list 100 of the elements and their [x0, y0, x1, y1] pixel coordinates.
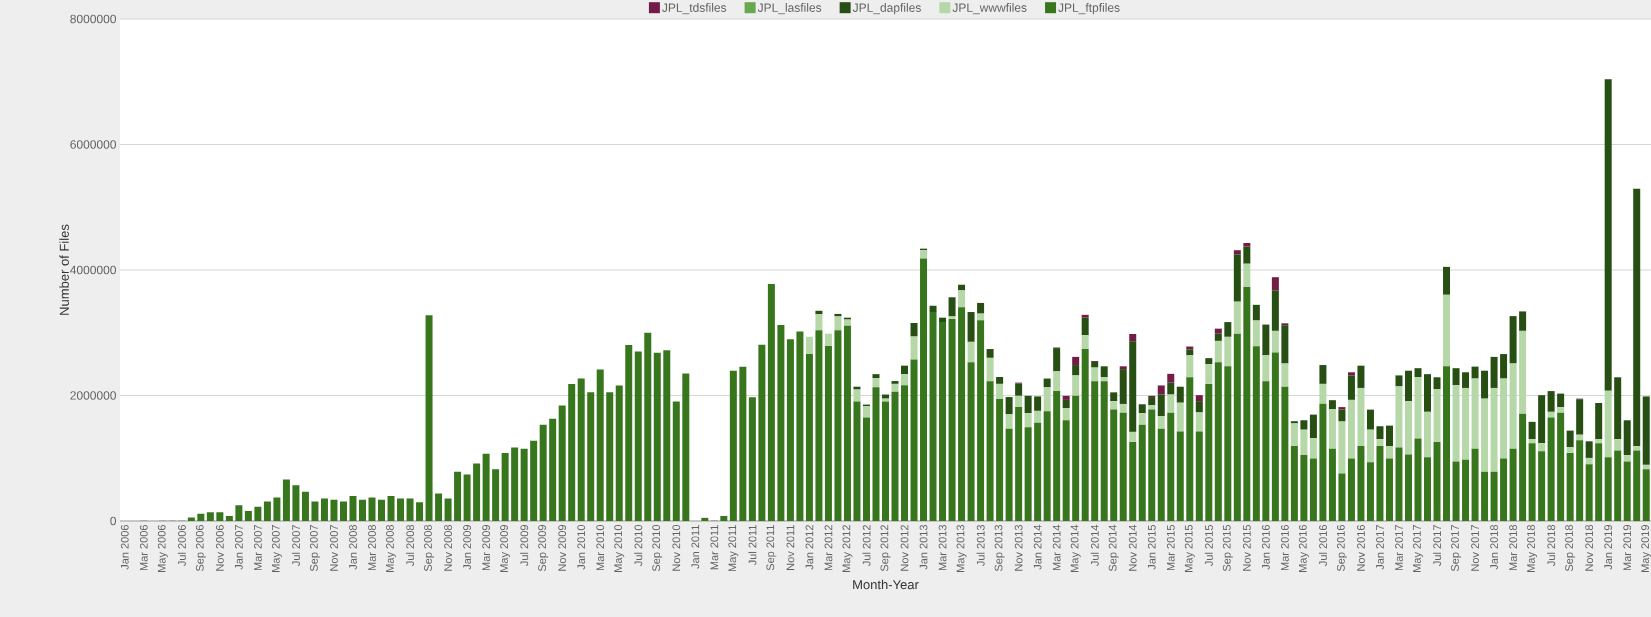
bar	[843, 319, 851, 326]
bar	[986, 349, 994, 358]
x-tick-label: May 2012	[842, 525, 853, 572]
bar	[1138, 424, 1146, 521]
x-tick-label: Jan 2019	[1604, 525, 1613, 570]
bar	[1091, 361, 1099, 368]
bar	[1100, 376, 1108, 382]
bar	[1519, 413, 1527, 521]
bar	[1072, 375, 1080, 396]
x-tick-label: Mar 2006	[139, 525, 148, 571]
bar	[1290, 423, 1298, 446]
bar	[1557, 412, 1565, 521]
bar	[511, 447, 519, 521]
bar	[1623, 461, 1631, 521]
x-tick-label: Mar 2008	[368, 525, 376, 571]
bar	[1519, 330, 1527, 414]
bar	[1176, 431, 1184, 521]
bar	[1595, 403, 1603, 440]
x-tick-label: Nov 2014	[1128, 524, 1137, 571]
bar	[454, 471, 462, 521]
bar	[967, 312, 975, 342]
x-tick-label: Sep 2012	[880, 525, 891, 572]
bar	[1414, 438, 1422, 521]
bar	[977, 320, 985, 521]
bar	[996, 376, 1004, 384]
y-tick-label: 6000000	[70, 140, 117, 149]
x-tick-label: Nov 2018	[1585, 525, 1594, 571]
bar	[1490, 471, 1498, 521]
bar	[901, 365, 909, 375]
bar	[891, 383, 899, 392]
bar	[1233, 254, 1241, 302]
bar	[653, 352, 661, 521]
bar	[1271, 290, 1279, 331]
bar	[834, 330, 842, 521]
bar	[1205, 364, 1213, 384]
bar	[1252, 320, 1260, 347]
bar	[1290, 421, 1298, 424]
bar	[986, 381, 994, 521]
bar	[1452, 368, 1460, 386]
bar	[1642, 469, 1650, 521]
bar	[1557, 407, 1565, 413]
bar	[881, 401, 889, 521]
bar	[1347, 399, 1355, 459]
bar	[1233, 301, 1241, 334]
x-tick-label: Nov 2013	[1014, 525, 1023, 571]
y-tick-label: 2000000	[70, 391, 117, 400]
bar	[1300, 455, 1308, 521]
bar	[1167, 373, 1175, 383]
bar	[282, 479, 290, 521]
bar	[1205, 383, 1213, 521]
bar	[1462, 459, 1470, 521]
bar	[1347, 372, 1355, 376]
bar	[530, 440, 538, 521]
bar	[625, 344, 633, 521]
bar	[910, 323, 918, 337]
bar	[1281, 363, 1289, 387]
bar	[1129, 334, 1137, 342]
bar	[1500, 458, 1508, 521]
bar	[1148, 397, 1156, 406]
bar	[1395, 375, 1403, 387]
x-axis-title: Month-Year	[853, 579, 919, 590]
bar	[1072, 365, 1080, 376]
x-tick-label: Sep 2011	[766, 525, 777, 571]
bar	[1034, 396, 1042, 411]
bar	[1566, 452, 1574, 521]
x-tick-label: Jul 2015	[1204, 525, 1213, 566]
x-tick-label: Jul 2009	[520, 525, 529, 566]
bar	[1138, 404, 1146, 414]
bar	[444, 498, 452, 521]
bar	[824, 333, 832, 346]
bar	[549, 418, 557, 521]
y-axis-title: Number of Files	[59, 224, 69, 315]
bar	[1005, 397, 1013, 415]
bar	[1214, 328, 1222, 334]
x-tick-label: Jul 2014	[1090, 524, 1099, 566]
bar	[1614, 439, 1622, 451]
bar	[1157, 385, 1165, 395]
bar	[368, 497, 376, 521]
bar	[1414, 376, 1422, 439]
bar	[473, 463, 481, 521]
x-tick-label: Jul 2011	[748, 525, 757, 566]
bar	[1281, 325, 1289, 364]
bar	[1062, 399, 1070, 409]
x-tick-label: Nov 2010	[672, 524, 681, 571]
bar	[1195, 401, 1203, 413]
x-tick-label: May 2006	[157, 525, 168, 572]
x-tick-label: Jan 2015	[1147, 525, 1156, 570]
bar	[1566, 447, 1574, 453]
bar	[786, 339, 794, 521]
bar	[739, 366, 747, 521]
bar	[568, 383, 576, 521]
bar	[463, 474, 471, 521]
bar	[1167, 394, 1175, 413]
bar	[901, 374, 909, 386]
bar	[1433, 441, 1441, 521]
bar	[1186, 349, 1194, 356]
bar	[910, 336, 918, 360]
bar	[1271, 330, 1279, 353]
bar	[1129, 441, 1137, 521]
bar	[1309, 458, 1317, 521]
